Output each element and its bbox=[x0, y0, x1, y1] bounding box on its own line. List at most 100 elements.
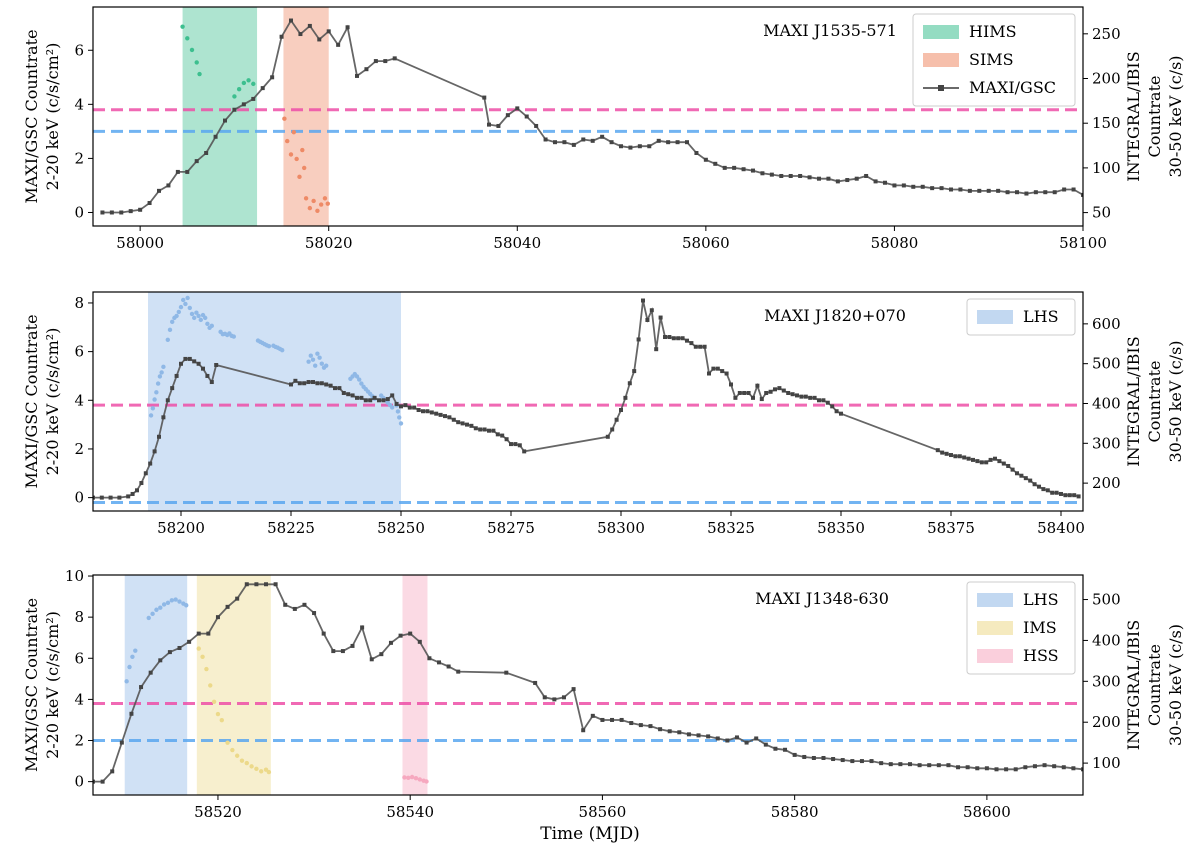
maxi-gsc-marker bbox=[1050, 490, 1055, 495]
maxi-gsc-marker bbox=[1024, 191, 1029, 196]
y-axis-label: MAXI/GSC Countrate 2-20 keV (c/s/cm²) bbox=[22, 314, 62, 488]
maxi-gsc-marker bbox=[888, 762, 893, 767]
integral-point bbox=[325, 201, 330, 206]
maxi-gsc-marker bbox=[399, 404, 403, 409]
maxi-gsc-marker bbox=[984, 460, 989, 465]
x-tick-label: 58000 bbox=[116, 234, 164, 252]
maxi-gsc-marker bbox=[911, 184, 916, 189]
x-tick-label: 58300 bbox=[597, 519, 645, 537]
integral-point bbox=[200, 654, 205, 659]
legend-label: MAXI/GSC bbox=[969, 78, 1056, 97]
maxi-gsc-marker bbox=[724, 371, 729, 376]
maxi-gsc-marker bbox=[166, 183, 171, 188]
maxi-gsc-marker bbox=[289, 382, 293, 387]
maxi-gsc-marker bbox=[654, 347, 659, 352]
maxi-gsc-marker bbox=[590, 713, 595, 718]
integral-point bbox=[127, 664, 132, 670]
maxi-gsc-marker bbox=[581, 728, 586, 733]
integral-point bbox=[181, 297, 186, 303]
maxi-gsc-marker bbox=[491, 428, 496, 433]
maxi-gsc-marker bbox=[737, 390, 742, 395]
integral-point bbox=[194, 60, 199, 65]
maxi-gsc-marker bbox=[939, 186, 944, 191]
y-axis-label-line-1: MAXI/GSC Countrate bbox=[22, 598, 41, 772]
maxi-gsc-marker bbox=[319, 381, 324, 386]
maxi-gsc-marker bbox=[845, 178, 850, 183]
integral-point bbox=[167, 327, 173, 333]
maxi-gsc-marker bbox=[187, 639, 192, 644]
maxi-gsc-marker bbox=[241, 102, 246, 107]
axes-frame bbox=[92, 6, 1084, 227]
integral-point bbox=[178, 304, 184, 310]
integral-point bbox=[130, 654, 135, 659]
integral-point bbox=[180, 24, 185, 29]
maxi-gsc-marker bbox=[1010, 467, 1015, 472]
integral-point bbox=[148, 413, 154, 418]
maxi-gsc-marker bbox=[429, 410, 434, 415]
maxi-gsc-marker bbox=[152, 449, 157, 454]
maxi-gsc-marker bbox=[542, 695, 547, 700]
maxi-gsc-marker bbox=[786, 390, 791, 395]
y-tick-label: 6 bbox=[74, 649, 84, 667]
integral-point bbox=[310, 357, 316, 362]
maxi-gsc-marker bbox=[859, 759, 864, 764]
maxi-gsc-marker bbox=[298, 32, 303, 37]
maxi-gsc-marker bbox=[958, 187, 963, 192]
maxi-gsc-marker bbox=[581, 137, 586, 142]
maxi-gsc-marker bbox=[513, 442, 518, 447]
integral-point bbox=[397, 415, 402, 420]
legend-swatch-sims bbox=[923, 53, 959, 67]
integral-point bbox=[390, 405, 395, 410]
maxi-gsc-marker bbox=[225, 604, 230, 609]
maxi-gsc-marker bbox=[408, 631, 413, 636]
y-right-tick-label: 400 bbox=[1092, 394, 1121, 412]
maxi-gsc-marker bbox=[117, 495, 122, 500]
maxi-gsc-marker bbox=[93, 495, 95, 500]
integral-point bbox=[315, 208, 320, 214]
integral-point bbox=[173, 597, 178, 602]
maxi-gsc-marker bbox=[297, 381, 302, 386]
maxi-gsc-marker bbox=[821, 398, 826, 403]
maxi-gsc-marker bbox=[157, 434, 161, 439]
y-right-tick-label: 300 bbox=[1092, 672, 1121, 690]
integral-point bbox=[291, 129, 297, 135]
maxi-gsc-marker bbox=[696, 733, 701, 738]
legend-label: IMS bbox=[1023, 618, 1057, 637]
maxi-gsc-marker bbox=[953, 454, 958, 459]
maxi-gsc-marker bbox=[940, 450, 945, 455]
maxi-gsc-marker bbox=[590, 138, 595, 143]
maxi-gsc-marker bbox=[949, 187, 953, 192]
x-tick-label: 58250 bbox=[377, 519, 425, 537]
maxi-gsc-marker bbox=[1001, 461, 1006, 466]
maxi-gsc-marker bbox=[235, 596, 240, 601]
integral-point bbox=[307, 205, 313, 211]
maxi-gsc-marker bbox=[209, 380, 214, 385]
maxi-gsc-marker bbox=[355, 395, 359, 400]
maxi-gsc-marker bbox=[307, 23, 312, 28]
maxi-gsc-marker bbox=[373, 59, 378, 64]
maxi-gsc-marker bbox=[283, 602, 288, 607]
maxi-gsc-marker bbox=[170, 386, 175, 391]
maxi-gsc-marker bbox=[515, 106, 520, 111]
y-right-tick-label: 100 bbox=[1092, 159, 1121, 177]
x-tick-label: 58560 bbox=[579, 803, 627, 821]
maxi-gsc-marker bbox=[722, 165, 727, 170]
maxi-gsc-marker bbox=[988, 457, 993, 462]
maxi-gsc-marker bbox=[1052, 764, 1057, 769]
maxi-gsc-marker bbox=[346, 392, 351, 397]
maxi-gsc-marker bbox=[798, 173, 803, 178]
maxi-gsc-marker bbox=[533, 680, 538, 685]
maxi-gsc-marker bbox=[641, 298, 645, 303]
maxi-gsc-marker bbox=[100, 779, 105, 784]
integral-point bbox=[161, 364, 166, 370]
maxi-gsc-marker bbox=[437, 660, 442, 665]
maxi-gsc-marker bbox=[609, 140, 614, 145]
maxi-gsc-marker bbox=[994, 767, 999, 772]
integral-point bbox=[184, 603, 189, 608]
maxi-gsc-marker bbox=[403, 403, 408, 408]
maxi-gsc-marker bbox=[821, 755, 826, 760]
y-tick-label: 8 bbox=[74, 294, 84, 312]
maxi-gsc-marker bbox=[600, 134, 605, 139]
integral-point bbox=[249, 764, 254, 769]
maxi-gsc-marker bbox=[993, 456, 997, 461]
